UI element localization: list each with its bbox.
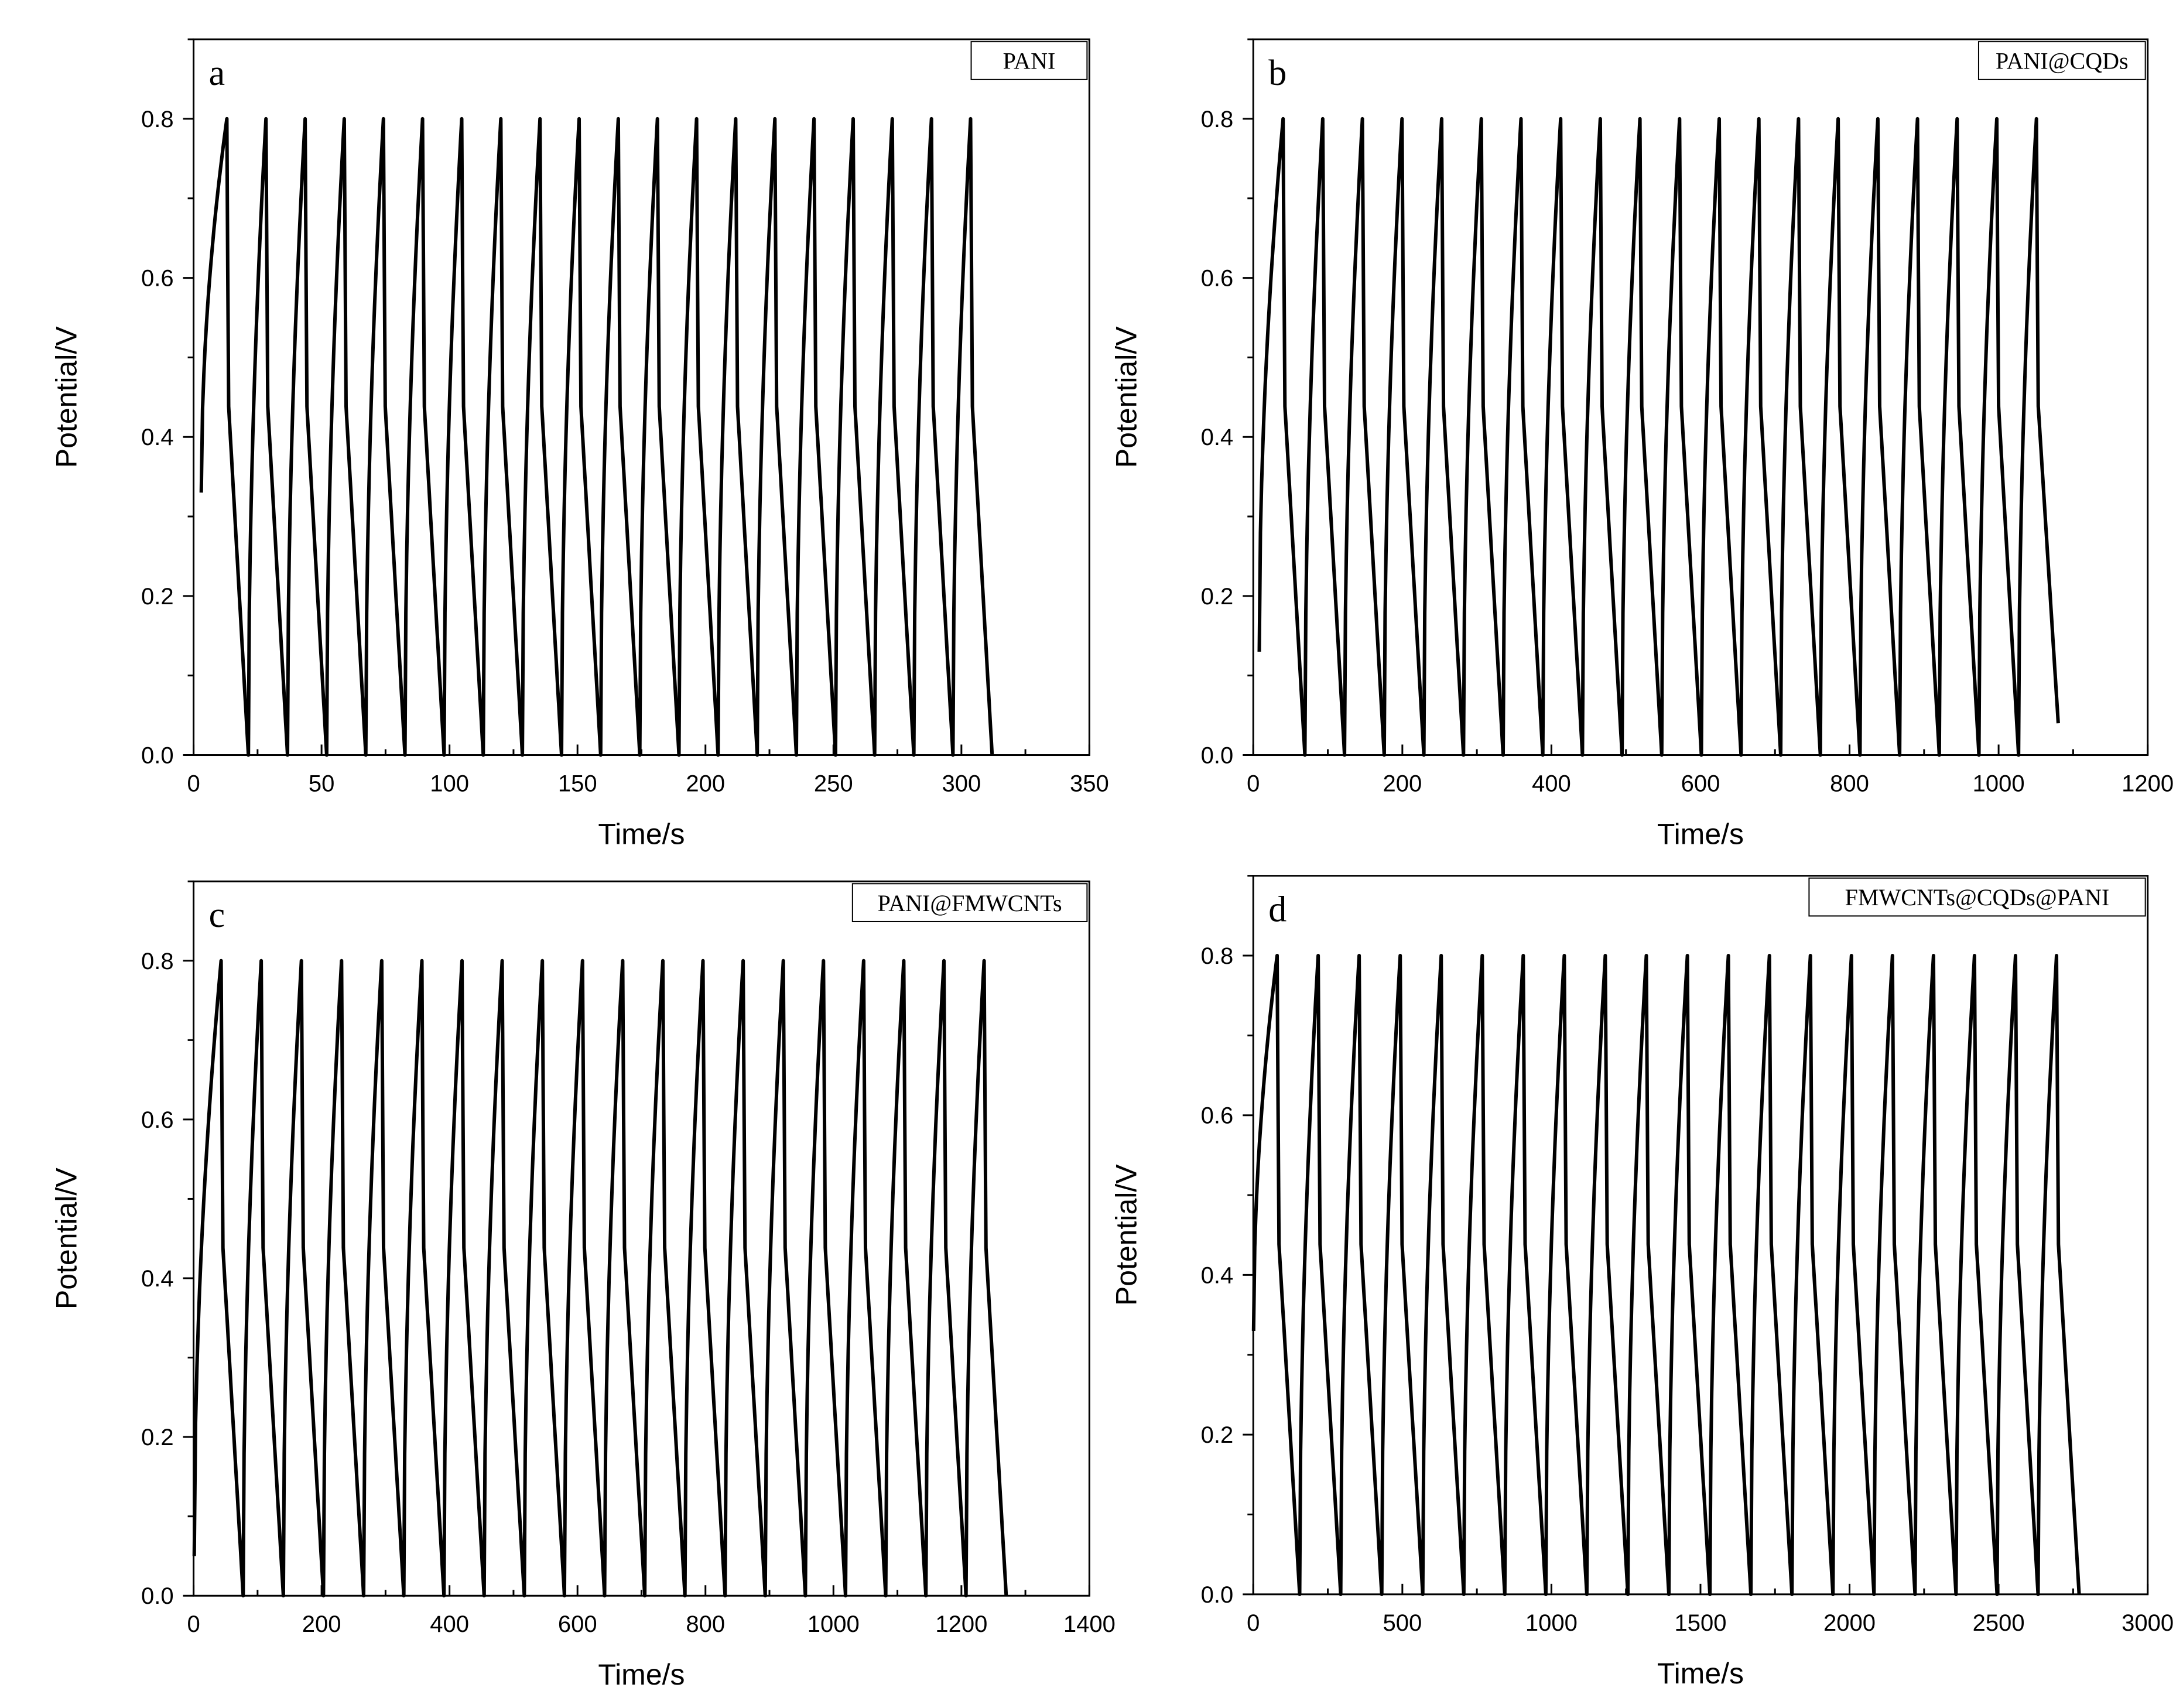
x-tick-label: 3000 [2122, 1610, 2174, 1636]
y-tick-label: 0.2 [141, 584, 174, 610]
x-tick-label: 800 [1830, 771, 1869, 797]
x-tick-label: 250 [814, 771, 853, 797]
y-tick-label: 0.8 [141, 107, 174, 132]
panel-letter: d [1268, 890, 1286, 930]
x-tick-label: 600 [1681, 771, 1720, 797]
x-tick-label: 200 [1383, 771, 1422, 797]
legend-box [1977, 41, 2146, 80]
y-axis-label: Potential/V [1110, 326, 1142, 468]
panel-letter: c [209, 895, 225, 935]
chart-panel-d: 0 500 1000 1500 2000 2500 3000 0.0 0.2 0.4 0.6 0.8 T… [1110, 875, 2174, 1690]
x-tick-label: 0 [1247, 1610, 1260, 1636]
y-tick-label: 0.4 [1201, 425, 1234, 450]
y-axis-label: Potential/V [1110, 1164, 1142, 1306]
y-tick-label: 0.0 [1201, 743, 1234, 769]
x-axis-label: Time/s [1657, 1657, 1744, 1690]
y-tick-label: 0.8 [1201, 943, 1234, 969]
x-tick-label: 100 [430, 771, 469, 797]
x-tick-label: 1200 [935, 1611, 987, 1637]
y-tick-label: 0.4 [1201, 1262, 1234, 1288]
x-tick-label: 500 [1383, 1610, 1422, 1636]
x-tick-label: 1200 [2122, 771, 2174, 797]
x-axis-label: Time/s [1657, 818, 1744, 851]
x-tick-label: 600 [558, 1611, 597, 1637]
y-tick-label: 0.6 [1201, 266, 1234, 292]
y-tick-label: 0.0 [141, 1583, 174, 1609]
x-tick-label: 1500 [1674, 1610, 1726, 1636]
chart-panel-a: 0 50 100 150 200 250 300 350 0.0 0.2 0.4 0.6 0.8 Time… [50, 38, 1109, 851]
x-tick-label: 300 [942, 771, 981, 797]
legend-box [1808, 877, 2146, 917]
gcd-curve [192, 959, 1008, 1598]
panel-letter: b [1268, 53, 1286, 93]
legend-label: PANI [1003, 48, 1056, 74]
x-tick-label: 2500 [1973, 1610, 2025, 1636]
legend-box [970, 41, 1088, 80]
x-tick-label: 0 [1247, 771, 1260, 797]
y-tick-label: 0.2 [1201, 584, 1234, 610]
x-tick-label: 1000 [807, 1611, 860, 1637]
x-tick-label: 800 [686, 1611, 725, 1637]
y-axis-label: Potential/V [50, 326, 83, 468]
y-tick-label: 0.0 [141, 743, 174, 769]
gcd-curve [1257, 117, 2060, 757]
plot-frame [193, 880, 1090, 1597]
chart-panel-c: 0 200 400 600 800 1000 1200 1400 0.0 0.2 0.4 0.6 0.8… [50, 880, 1116, 1691]
legend-box [851, 883, 1088, 922]
y-axis-label: Potential/V [50, 1168, 83, 1309]
y-tick-label: 0.6 [1201, 1103, 1234, 1129]
y-tick-label: 0.6 [141, 266, 174, 292]
y-tick-label: 0.2 [1201, 1422, 1234, 1448]
chart-panel-b: 0 200 400 600 800 1000 1200 0.0 0.2 0.4 0.6 0.8 Time… [1110, 38, 2174, 851]
legend-label: PANI@FMWCNTs [878, 890, 1062, 916]
y-tick-label: 0.4 [141, 1266, 174, 1292]
x-tick-label: 50 [309, 771, 335, 797]
x-tick-label: 400 [430, 1611, 469, 1637]
x-axis-label: Time/s [598, 1658, 685, 1691]
panel-letter: a [209, 53, 225, 93]
x-tick-label: 150 [558, 771, 597, 797]
gcd-curve [199, 117, 994, 757]
y-tick-label: 0.8 [141, 949, 174, 974]
x-tick-label: 200 [686, 771, 725, 797]
x-axis-label: Time/s [598, 818, 685, 851]
x-tick-label: 1000 [1973, 771, 2025, 797]
y-tick-label: 0.0 [1201, 1582, 1234, 1608]
y-tick-label: 0.6 [141, 1107, 174, 1133]
x-tick-label: 350 [1070, 771, 1109, 797]
y-tick-label: 0.8 [1201, 107, 1234, 132]
x-tick-label: 1400 [1063, 1611, 1116, 1637]
x-tick-label: 2000 [1823, 1610, 1876, 1636]
gcd-curve [1251, 954, 2081, 1596]
x-tick-label: 0 [187, 1611, 200, 1637]
legend-label: PANI@CQDs [1996, 48, 2129, 74]
x-tick-label: 200 [302, 1611, 341, 1637]
x-tick-label: 0 [187, 771, 200, 797]
legend-label: FMWCNTs@CQDs@PANI [1845, 884, 2110, 911]
x-tick-label: 1000 [1525, 1610, 1578, 1636]
y-tick-label: 0.2 [141, 1425, 174, 1450]
x-tick-label: 400 [1532, 771, 1571, 797]
y-tick-label: 0.4 [141, 425, 174, 450]
